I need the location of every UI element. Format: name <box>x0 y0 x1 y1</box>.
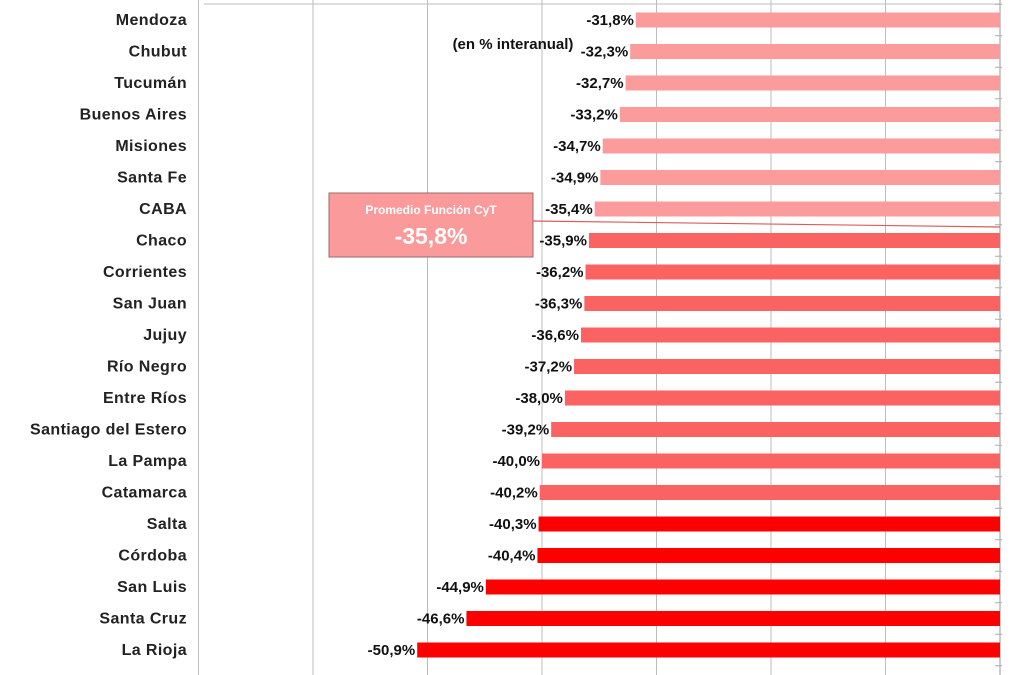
average-box <box>328 192 534 258</box>
bar <box>580 327 1000 343</box>
bar <box>635 12 1000 28</box>
bars <box>417 12 1000 658</box>
category-label: Mendoza <box>116 12 187 29</box>
category-label: Chubut <box>129 44 188 61</box>
category-label: Santa Fe <box>117 170 187 187</box>
data-label: -50,9% <box>368 642 416 659</box>
bar <box>594 201 1000 217</box>
category-label: Buenos Aires <box>80 107 187 124</box>
bar <box>466 611 1000 626</box>
bar <box>564 390 1000 406</box>
category-label: Santiago del Estero <box>30 422 187 439</box>
bar <box>600 170 1000 185</box>
data-label: -40,0% <box>492 453 540 470</box>
data-label: -36,6% <box>531 327 579 344</box>
data-label: -40,3% <box>489 516 537 533</box>
category-label: Tucumán <box>114 75 187 92</box>
bar <box>574 359 1000 374</box>
category-label: Salta <box>147 516 187 533</box>
category-label: Catamarca <box>102 485 187 502</box>
category-label: San Juan <box>113 296 187 313</box>
category-label: Chaco <box>136 233 187 250</box>
bar <box>619 107 1000 122</box>
data-label: -32,7% <box>576 75 624 92</box>
category-label: Corrientes <box>103 264 187 281</box>
data-label: -33,2% <box>570 107 618 124</box>
category-label: CABA <box>139 201 187 218</box>
bar <box>602 138 1000 154</box>
data-label: -36,3% <box>535 296 583 313</box>
category-label: Córdoba <box>118 548 187 565</box>
average-leader-line <box>532 220 1001 228</box>
data-label: -35,9% <box>539 233 587 250</box>
bar <box>625 75 1000 91</box>
data-label: -37,2% <box>525 359 573 376</box>
average-value: -35,8% <box>395 223 468 249</box>
category-label: Santa Cruz <box>99 611 187 628</box>
data-label: -31,8% <box>586 12 634 29</box>
data-label: -40,4% <box>488 548 536 565</box>
data-labels: -31,8% -32,3% -32,7% -33,2% -34,7% -34,9% -35,… <box>368 12 634 659</box>
chart-subtitle: (en % interanual) <box>453 36 574 53</box>
average-label: Promedio Función CyT <box>365 203 497 217</box>
data-label: -34,7% <box>553 138 601 155</box>
bar <box>588 233 1000 248</box>
category-label: La Rioja <box>122 642 187 659</box>
bar <box>539 485 1000 500</box>
average-callout: Promedio Función CyT -35,8% <box>328 192 1001 258</box>
category-label: Entre Ríos <box>103 390 187 407</box>
data-label: -46,6% <box>417 611 465 628</box>
data-label: -36,2% <box>536 264 584 281</box>
data-label: -40,2% <box>490 485 538 502</box>
category-label: Río Negro <box>107 359 187 376</box>
bar <box>551 422 1000 437</box>
category-labels: Mendoza Chubut Tucumán Buenos Aires Misiones… <box>30 12 187 659</box>
bar <box>417 642 1000 658</box>
data-label: -34,9% <box>551 170 599 187</box>
bar <box>485 579 1000 595</box>
bar <box>537 548 1000 563</box>
category-label: Jujuy <box>143 327 187 344</box>
data-label: -38,0% <box>515 390 563 407</box>
bar <box>542 453 1000 469</box>
data-label: -44,9% <box>436 579 484 596</box>
bar <box>538 516 1000 532</box>
data-label: -32,3% <box>581 44 629 61</box>
category-label: La Pampa <box>108 453 187 470</box>
category-label: Misiones <box>115 138 187 155</box>
bar <box>584 296 1000 311</box>
bar <box>630 44 1000 59</box>
data-label: -39,2% <box>502 422 550 439</box>
data-label: -35,4% <box>545 201 593 218</box>
category-label: San Luis <box>117 579 187 596</box>
bar <box>585 264 1000 280</box>
